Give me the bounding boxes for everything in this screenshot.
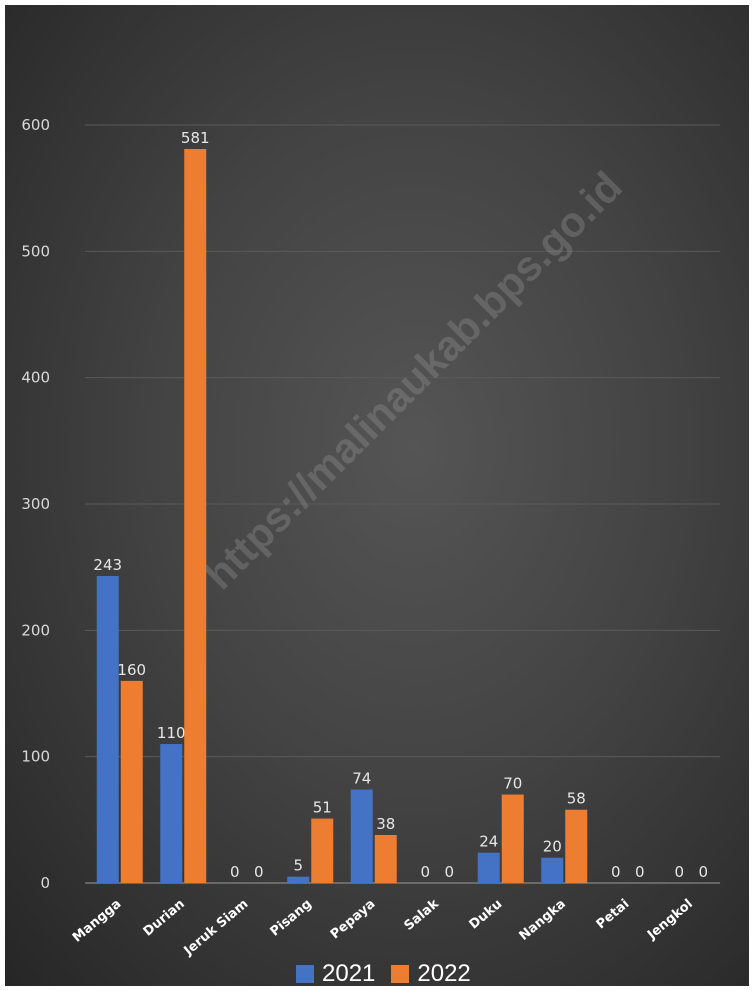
- data-label: 74: [352, 770, 371, 788]
- chart-legend: 2021 2022: [296, 959, 471, 989]
- data-label: 243: [93, 556, 122, 574]
- x-tick-label: Mangga: [70, 897, 124, 946]
- y-tick-label: 0: [40, 874, 50, 892]
- x-tick-label: Nangka: [517, 897, 569, 944]
- data-label: 51: [313, 799, 332, 817]
- y-tick-label: 200: [21, 621, 50, 639]
- data-label: 110: [157, 724, 186, 742]
- x-tick-label: Salak: [402, 896, 443, 933]
- y-tick-label: 400: [21, 369, 50, 387]
- bar-2021: [160, 744, 183, 883]
- data-label: 160: [117, 661, 146, 679]
- bar-2022: [184, 149, 207, 884]
- bar-2021: [287, 876, 310, 883]
- bar-2021: [96, 576, 119, 883]
- bar-2021: [350, 789, 373, 883]
- y-tick-label: 100: [21, 748, 50, 766]
- x-tick-label: Pepaya: [328, 897, 378, 943]
- data-label: 0: [635, 863, 645, 881]
- data-label: 0: [254, 863, 264, 881]
- bar-2021: [541, 857, 564, 883]
- y-tick-label: 300: [21, 495, 50, 513]
- data-label: 0: [420, 863, 430, 881]
- bar-2022: [311, 818, 334, 883]
- data-label: 24: [479, 833, 498, 851]
- legend-swatch-2021: [296, 965, 314, 983]
- y-tick-label: 500: [21, 242, 50, 260]
- bar-2022: [374, 834, 397, 883]
- legend-label-2022: 2022: [417, 960, 471, 987]
- x-tick-label: Duku: [467, 897, 506, 933]
- x-tick-label: Durian: [141, 897, 188, 940]
- y-tick-label: 600: [21, 116, 50, 134]
- data-label: 0: [444, 863, 454, 881]
- data-label: 5: [293, 857, 303, 875]
- data-label: 58: [567, 790, 586, 808]
- legend-swatch-2022: [391, 965, 410, 983]
- x-tick-label: Petai: [594, 897, 633, 933]
- data-label: 0: [611, 863, 621, 881]
- bar-2022: [501, 794, 524, 883]
- bar-2021: [477, 852, 500, 883]
- legend-item-2022: 2022: [391, 960, 471, 988]
- data-label: 0: [698, 863, 708, 881]
- data-label: 0: [674, 863, 684, 881]
- bar-2022: [565, 809, 588, 883]
- x-tick-label: Jengkol: [644, 897, 696, 944]
- data-label: 20: [543, 838, 562, 856]
- x-tick-label: Jeruk Siam: [181, 897, 252, 960]
- legend-label-2021: 2021: [322, 960, 376, 987]
- data-label: 581: [181, 129, 210, 147]
- data-label: 38: [376, 815, 395, 833]
- bar-2022: [120, 680, 143, 883]
- data-label: 0: [230, 863, 240, 881]
- legend-item-2021: 2021: [296, 960, 375, 988]
- x-tick-label: Pisang: [268, 897, 315, 940]
- data-label: 70: [503, 775, 522, 793]
